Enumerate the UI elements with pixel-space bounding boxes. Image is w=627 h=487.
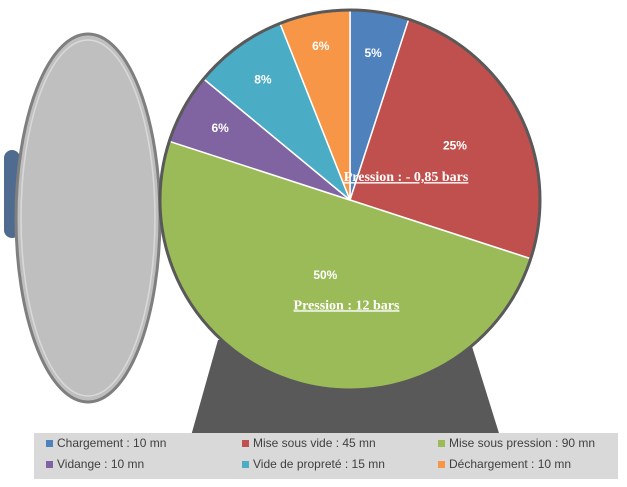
legend-item-mise-sous-pression-90-mn: Mise sous pression : 90 mn	[438, 436, 595, 450]
legend-swatch	[46, 439, 53, 447]
pressure-annotations: Pression : - 0,85 bars Pression : 12 bars	[294, 170, 469, 313]
slice-value-label-vidange-10-mn: 6%	[211, 121, 229, 135]
legend-swatch	[438, 460, 445, 468]
pressure-annotation-2: Pression : 12 bars	[294, 298, 400, 313]
legend-label: Vide de propreté : 15 mn	[253, 457, 385, 471]
legend-label: Vidange : 10 mn	[57, 457, 145, 471]
slice-labels: 5% 25% 50% 6% 8% 6%	[211, 39, 467, 282]
pressure-annotation-1: Pression : - 0,85 bars	[344, 170, 469, 185]
legend-swatch	[46, 460, 53, 468]
door-ellipse	[14, 32, 162, 404]
legend-label: Déchargement : 10 mn	[449, 457, 572, 471]
legend-item-chargement-10-mn: Chargement : 10 mn	[46, 436, 166, 450]
pie-outline	[158, 8, 542, 392]
legend-label: Chargement : 10 mn	[57, 436, 167, 450]
legend-item-vidange-10-mn: Vidange : 10 mn	[46, 457, 144, 471]
pie-group	[159, 9, 541, 391]
legend-label: Mise sous pression : 90 mn	[449, 436, 596, 450]
chart-legend: Chargement : 10 mn Mise sous vide : 45 mn…	[34, 433, 618, 479]
legend-label: Mise sous vide : 45 mn	[253, 436, 376, 450]
slice-value-label-chargement-10-mn: 5%	[365, 46, 383, 60]
legend-item-mise-sous-vide-45-mn: Mise sous vide : 45 mn	[242, 436, 376, 450]
legend-swatch	[438, 439, 445, 447]
slice-value-label-dechargement-10-mn: 6%	[312, 39, 330, 53]
slice-value-label-vide-de-proprete-15-mn: 8%	[254, 72, 272, 86]
slice-value-label-mise-sous-vide-45-mn: 25%	[443, 139, 467, 153]
slice-value-label-mise-sous-pression-90-mn: 50%	[313, 268, 337, 282]
legend-item-vide-de-proprete-15-mn: Vide de propreté : 15 mn	[242, 457, 385, 471]
legend-swatch	[242, 460, 249, 468]
legend-swatch	[242, 439, 249, 447]
legend-item-dechargement-10-mn: Déchargement : 10 mn	[438, 457, 571, 471]
door-inner-ring	[20, 39, 156, 397]
